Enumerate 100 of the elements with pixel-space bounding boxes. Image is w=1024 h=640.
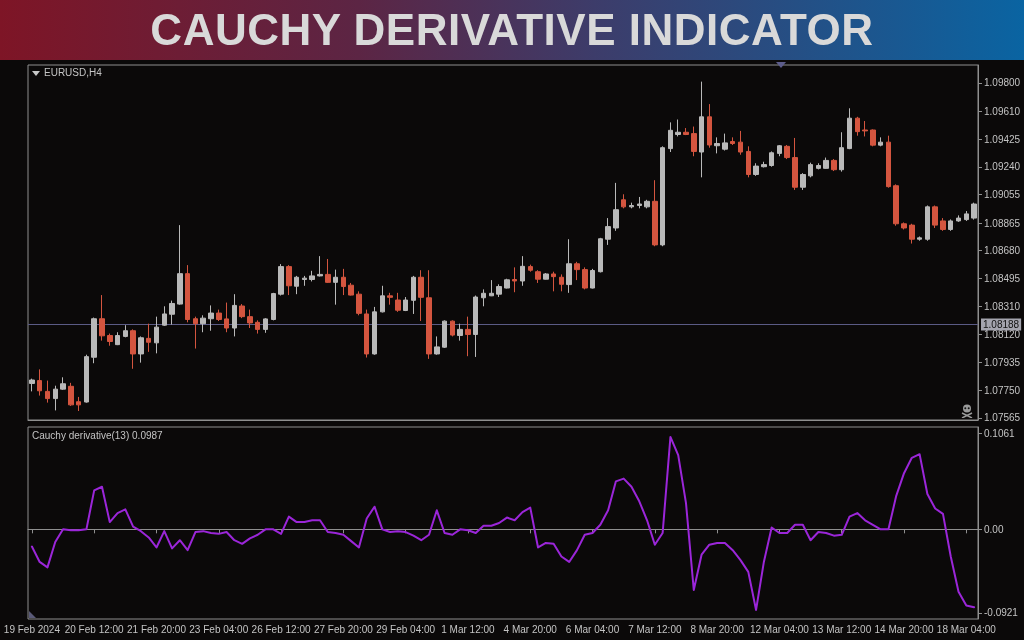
candlestick bbox=[317, 255, 323, 277]
candlestick bbox=[964, 210, 969, 222]
y-tick-label: 1.09425 bbox=[984, 133, 1021, 145]
candlestick bbox=[380, 285, 385, 313]
candlestick bbox=[169, 300, 175, 326]
candlestick bbox=[512, 266, 517, 293]
y-tick-label: 1.09240 bbox=[984, 161, 1021, 173]
candlestick bbox=[621, 193, 626, 209]
candlestick bbox=[208, 304, 214, 332]
candlestick bbox=[948, 218, 953, 232]
x-tick-label: 6 Mar 04:00 bbox=[565, 623, 620, 635]
candlestick bbox=[224, 302, 229, 333]
candlestick bbox=[598, 237, 603, 273]
candlestick bbox=[45, 380, 50, 404]
y-tick-label: 1.07750 bbox=[984, 384, 1021, 396]
candlestick bbox=[271, 292, 276, 321]
candlestick bbox=[652, 179, 658, 247]
x-tick-label: 12 Mar 04:00 bbox=[749, 623, 810, 635]
candlestick bbox=[769, 150, 774, 168]
candlestick bbox=[559, 273, 564, 292]
candlestick bbox=[847, 107, 852, 150]
candlestick bbox=[613, 182, 619, 232]
candlestick bbox=[294, 275, 299, 295]
candlestick bbox=[714, 136, 720, 154]
x-tick-label: 29 Feb 04:00 bbox=[376, 623, 436, 635]
candlestick bbox=[893, 183, 899, 227]
candlestick bbox=[130, 328, 136, 370]
candlestick bbox=[450, 319, 455, 337]
candlestick bbox=[364, 309, 369, 359]
chart-title: CAUCHY DERIVATIVE INDICATOR bbox=[149, 4, 875, 56]
candlestick bbox=[777, 144, 782, 157]
candlestick bbox=[325, 258, 331, 284]
x-tick-label: 23 Feb 04:00 bbox=[189, 623, 249, 635]
candlestick bbox=[925, 205, 930, 242]
y-tick-label: 1.08865 bbox=[984, 217, 1021, 229]
candlestick bbox=[675, 119, 681, 137]
candlestick bbox=[216, 309, 222, 322]
x-tick-label: 4 Mar 20:00 bbox=[503, 623, 558, 635]
candlestick bbox=[520, 255, 525, 287]
candlestick bbox=[722, 133, 728, 152]
y-tick-label: 1.08680 bbox=[984, 245, 1021, 257]
candlestick bbox=[255, 319, 260, 335]
candlestick bbox=[481, 288, 486, 307]
candlestick bbox=[870, 128, 876, 147]
candlestick bbox=[68, 382, 74, 407]
candlestick bbox=[442, 319, 447, 349]
candlestick bbox=[699, 81, 704, 178]
x-tick-label: 1 Mar 12:00 bbox=[441, 623, 496, 635]
candlestick bbox=[668, 121, 673, 153]
candlestick bbox=[185, 264, 190, 323]
candlestick bbox=[333, 269, 338, 306]
candlestick bbox=[356, 290, 362, 316]
candlestick bbox=[473, 295, 478, 358]
candlestick bbox=[302, 275, 307, 287]
x-tick-label: 26 Feb 12:00 bbox=[251, 623, 311, 635]
x-tick-label: 20 Feb 12:00 bbox=[64, 623, 125, 635]
candlestick bbox=[707, 103, 712, 149]
x-tick-label: 13 Mar 12:00 bbox=[812, 623, 872, 635]
candlestick bbox=[123, 324, 128, 338]
candlestick bbox=[387, 292, 393, 306]
y-tick-label: 1.08310 bbox=[984, 300, 1021, 312]
candlestick bbox=[909, 223, 915, 245]
candlestick bbox=[162, 305, 167, 327]
candlestick bbox=[263, 317, 268, 334]
candlestick bbox=[886, 135, 891, 189]
candlestick bbox=[200, 314, 206, 333]
candlestick bbox=[418, 269, 424, 322]
candlestick bbox=[247, 309, 253, 329]
candlestick bbox=[372, 306, 377, 356]
candlestick bbox=[862, 120, 868, 137]
candlestick bbox=[457, 323, 463, 342]
candlestick bbox=[753, 162, 759, 177]
candlestick bbox=[738, 130, 743, 156]
candlestick bbox=[956, 214, 961, 223]
ref-line-label: 1.08188 bbox=[983, 318, 1020, 330]
candlestick bbox=[154, 316, 159, 354]
candlestick bbox=[605, 217, 611, 246]
candlestick bbox=[644, 199, 650, 209]
candlestick bbox=[286, 264, 292, 296]
y-tick-label: 1.08120 bbox=[984, 329, 1021, 341]
candlestick bbox=[582, 266, 588, 290]
candlestick bbox=[504, 278, 510, 289]
candlestick bbox=[29, 378, 35, 392]
x-tick-label: 27 Feb 20:00 bbox=[313, 623, 374, 635]
y-tick-label: 0.1061 bbox=[984, 427, 1016, 439]
x-tick-label: 21 Feb 20:00 bbox=[127, 623, 187, 635]
candlestick bbox=[855, 116, 860, 137]
y-tick-label: 0.00 bbox=[984, 523, 1004, 535]
x-tick-label: 19 Feb 2024 bbox=[3, 623, 61, 635]
candlestick bbox=[91, 317, 97, 364]
candlestick bbox=[434, 335, 440, 356]
candlestick bbox=[808, 162, 813, 178]
candlestick bbox=[543, 272, 549, 280]
y-tick-label: 1.09800 bbox=[984, 77, 1021, 89]
candlestick bbox=[784, 144, 790, 160]
candlestick bbox=[691, 126, 697, 157]
candlestick bbox=[683, 127, 689, 136]
candlestick bbox=[465, 316, 471, 357]
candlestick bbox=[193, 316, 198, 350]
candlestick bbox=[348, 282, 354, 297]
